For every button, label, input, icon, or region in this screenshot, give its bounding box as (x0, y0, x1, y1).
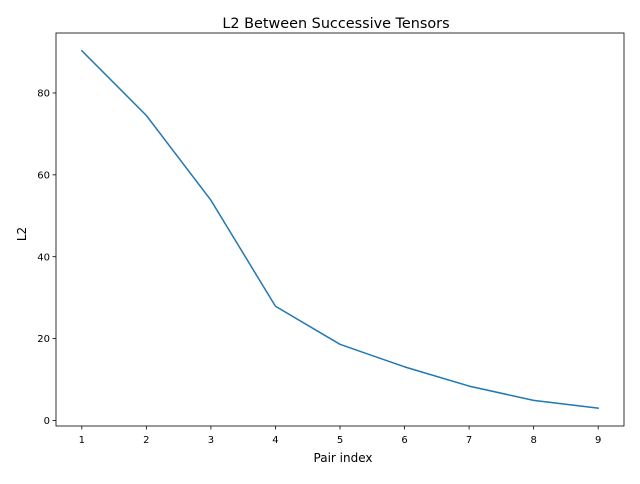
y-axis: 0 20 40 60 80 (37, 89, 56, 427)
y-axis-label: L2 (15, 227, 29, 241)
x-tick-label: 3 (208, 435, 214, 446)
x-tick-label: 8 (530, 435, 536, 446)
x-tick-label: 7 (466, 435, 472, 446)
x-tick-label: 2 (143, 435, 149, 446)
chart-title: L2 Between Successive Tensors (222, 16, 449, 32)
series-line (80, 49, 600, 410)
y-tick-label: 0 (44, 416, 50, 427)
y-tick-label: 60 (37, 170, 50, 181)
y-tick-label: 40 (37, 252, 50, 263)
x-tick-label: 5 (337, 435, 343, 446)
x-tick-label: 1 (79, 435, 85, 446)
axes-frame (55, 32, 625, 427)
plot-area (55, 32, 625, 427)
x-tick-label: 6 (401, 435, 407, 446)
x-axis-label: Pair index (314, 451, 373, 465)
y-tick-label: 20 (37, 334, 50, 345)
x-tick-label: 9 (595, 435, 601, 446)
y-tick-label: 80 (37, 89, 50, 100)
x-tick-label: 4 (272, 435, 278, 446)
x-axis: 1 2 3 4 5 6 7 8 9 (79, 426, 601, 446)
